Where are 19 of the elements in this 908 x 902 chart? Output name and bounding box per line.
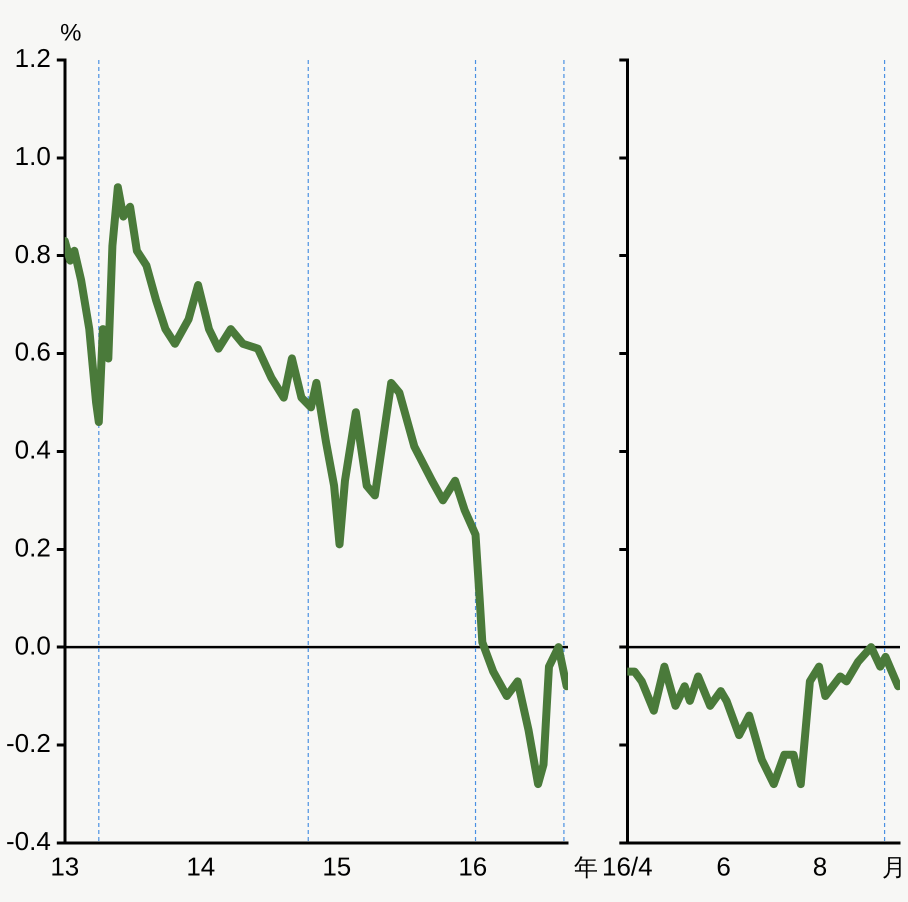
y-tick-label: 1.0 (14, 141, 51, 172)
y-tick-label: -0.2 (6, 728, 51, 758)
x-tick-label: 14 (186, 852, 216, 882)
x-axis-title: 年 (574, 854, 598, 882)
y-tick-label: 0.2 (14, 532, 51, 562)
x-tick-label: 8 (812, 852, 828, 882)
y-axis-title: % (60, 20, 82, 47)
x-tick-label: 13 (50, 852, 80, 882)
x-tick-label: 15 (322, 852, 352, 882)
x-axis-title: 月 (882, 854, 906, 882)
y-tick-label: 1.2 (14, 43, 51, 74)
y-tick-label: -0.4 (6, 826, 51, 856)
x-tick-label: 16 (458, 852, 488, 882)
x-tick-label: 16/4 (602, 852, 653, 882)
x-tick-label: 6 (716, 852, 731, 882)
y-tick-label: 0.0 (14, 630, 51, 660)
y-tick-label: 0.4 (14, 434, 51, 465)
y-tick-label: 0.8 (14, 238, 51, 269)
y-tick-label: 0.6 (14, 336, 51, 367)
